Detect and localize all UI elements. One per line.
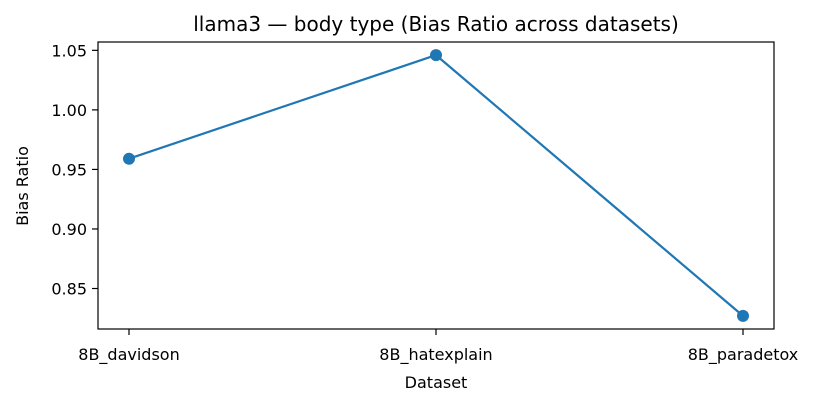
y-axis-ticks: 0.85 0.90 0.95 1.00 1.05 — [51, 41, 98, 299]
plot-area — [123, 49, 749, 322]
x-tick-label: 8B_davidson — [78, 345, 179, 365]
y-tick-label: 0.90 — [51, 220, 87, 239]
data-point — [737, 309, 749, 322]
y-tick-label: 1.05 — [51, 41, 87, 60]
y-tick-label: 0.85 — [51, 280, 87, 299]
data-point — [430, 49, 442, 62]
y-tick-label: 0.95 — [51, 160, 87, 179]
x-tick-label: 8B_paradetox — [688, 345, 799, 365]
chart-title: llama3 — body type (Bias Ratio across da… — [193, 12, 679, 36]
data-point — [123, 152, 135, 165]
y-tick-label: 1.00 — [51, 101, 87, 120]
x-axis-ticks: 8B_davidson 8B_hatexplain 8B_paradetox — [78, 329, 798, 365]
y-axis-label: Bias Ratio — [13, 146, 32, 226]
x-tick-label: 8B_hatexplain — [379, 345, 492, 365]
x-axis-label: Dataset — [405, 373, 468, 392]
